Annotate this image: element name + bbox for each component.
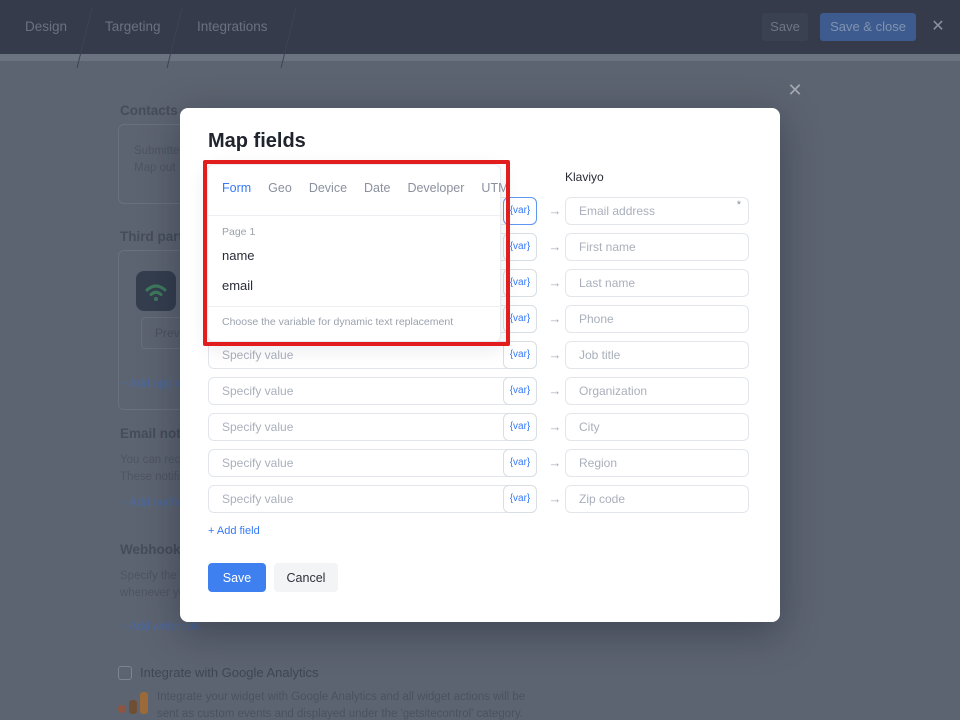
target-value-input[interactable]	[565, 485, 749, 513]
webhooks-line1: Specify the U	[120, 570, 189, 582]
webhooks-heading: Webhooks	[120, 542, 189, 557]
email-notifications-heading: Email notifi	[120, 426, 193, 441]
provider-column-label: Klaviyo	[565, 170, 604, 184]
insert-variable-button[interactable]: {var}	[503, 269, 537, 297]
source-value-input[interactable]	[208, 449, 537, 477]
mapping-row: {var} →	[208, 341, 753, 369]
add-notification-link[interactable]: + Add notific	[120, 497, 183, 509]
tab-integrations[interactable]: Integrations	[197, 19, 268, 34]
dropdown-tab-developer[interactable]: Developer	[407, 181, 465, 195]
target-field	[565, 413, 749, 441]
insert-variable-button[interactable]: {var}	[503, 377, 537, 405]
arrow-right-icon: →	[548, 455, 562, 470]
target-field	[565, 269, 749, 297]
source-value-input[interactable]	[208, 413, 537, 441]
email-notifications-line2: These notifi	[120, 471, 180, 483]
dropdown-tab-geo[interactable]: Geo	[268, 181, 292, 195]
save-button[interactable]: Save	[762, 13, 808, 41]
analytics-bars-icon	[118, 690, 150, 714]
insert-variable-button[interactable]: {var}	[503, 413, 537, 441]
google-analytics-checkbox-label: Integrate with Google Analytics	[140, 665, 319, 680]
contacts-card-line2: Map out	[134, 162, 176, 174]
close-icon[interactable]: ✕	[931, 18, 945, 35]
target-field	[565, 485, 749, 513]
insert-variable-button[interactable]: {var}	[503, 449, 537, 477]
dropdown-divider	[208, 306, 502, 307]
target-field	[565, 377, 749, 405]
target-value-input[interactable]	[565, 197, 749, 225]
variable-dropdown-tabs: Form Geo Device Date Developer UTM	[222, 181, 509, 195]
target-value-input[interactable]	[565, 305, 749, 333]
target-field: *	[565, 197, 749, 225]
google-analytics-checkbox[interactable]	[118, 666, 132, 680]
required-marker: *	[736, 199, 741, 211]
app-tile[interactable]	[136, 271, 176, 311]
dropdown-tab-form[interactable]: Form	[222, 181, 252, 195]
arrow-right-icon: →	[548, 203, 562, 218]
dropdown-group-label: Page 1	[222, 226, 256, 238]
tab-design[interactable]: Design	[25, 19, 68, 34]
insert-variable-button[interactable]: {var}	[503, 305, 537, 333]
target-value-input[interactable]	[565, 341, 749, 369]
target-field	[565, 341, 749, 369]
target-field	[565, 449, 749, 477]
insert-variable-button[interactable]: {var}	[503, 197, 537, 225]
dropdown-option-email[interactable]: email	[222, 278, 254, 293]
modal-cancel-button[interactable]: Cancel	[274, 563, 338, 592]
dropdown-helper-text: Choose the variable for dynamic text rep…	[222, 316, 454, 328]
email-notifications-line1: You can rece	[120, 454, 187, 466]
third-party-heading: Third party	[120, 229, 191, 244]
target-value-input[interactable]	[565, 269, 749, 297]
mapping-row: {var} →	[208, 449, 753, 477]
add-field-link[interactable]: + Add field	[208, 525, 260, 537]
target-field	[565, 233, 749, 261]
mapping-row: {var} →	[208, 485, 753, 513]
top-bar: Design Targeting Integrations Save Save …	[0, 0, 960, 68]
google-analytics-desc-line2: sent as custom events and displayed unde…	[157, 708, 524, 720]
variable-dropdown: Form Geo Device Date Developer UTM Page …	[207, 164, 509, 342]
target-value-input[interactable]	[565, 449, 749, 477]
arrow-right-icon: →	[548, 311, 562, 326]
wifi-icon	[145, 284, 167, 301]
contacts-heading: Contacts	[120, 103, 178, 118]
insert-variable-button[interactable]: {var}	[503, 485, 537, 513]
map-fields-modal: Map fields Klaviyo {var}→*{var}→{var}→{v…	[180, 108, 780, 622]
modal-save-button[interactable]: Save	[208, 563, 266, 592]
target-value-input[interactable]	[565, 413, 749, 441]
target-field	[565, 305, 749, 333]
arrow-right-icon: →	[548, 275, 562, 290]
arrow-right-icon: →	[548, 419, 562, 434]
page-top-strip	[0, 54, 960, 61]
add-application-link[interactable]: + Add applic	[120, 378, 183, 390]
panel-close-icon[interactable]: ✕	[787, 80, 803, 100]
source-value-input[interactable]	[208, 485, 537, 513]
contacts-card-line1: Submitte	[134, 145, 180, 157]
source-value-input[interactable]	[208, 341, 537, 369]
dropdown-tab-utm[interactable]: UTM	[481, 181, 509, 195]
tab-targeting[interactable]: Targeting	[105, 19, 161, 34]
insert-variable-button[interactable]: {var}	[503, 341, 537, 369]
dropdown-option-name[interactable]: name	[222, 248, 255, 263]
arrow-right-icon: →	[548, 491, 562, 506]
dropdown-divider	[208, 215, 502, 216]
arrow-right-icon: →	[548, 239, 562, 254]
mapping-row: {var} →	[208, 413, 753, 441]
dropdown-tab-date[interactable]: Date	[364, 181, 391, 195]
mapping-row: {var} →	[208, 377, 753, 405]
save-and-close-button[interactable]: Save & close	[820, 13, 916, 41]
source-value-input[interactable]	[208, 377, 537, 405]
add-webhook-link[interactable]: + Add webhook	[120, 621, 199, 633]
arrow-right-icon: →	[548, 347, 562, 362]
arrow-right-icon: →	[548, 383, 562, 398]
modal-title: Map fields	[208, 130, 306, 152]
webhooks-line2: whenever yo	[120, 587, 186, 599]
google-analytics-desc-line1: Integrate your widget with Google Analyt…	[157, 691, 526, 703]
target-value-input[interactable]	[565, 377, 749, 405]
target-value-input[interactable]	[565, 233, 749, 261]
dropdown-tab-device[interactable]: Device	[308, 181, 348, 195]
insert-variable-button[interactable]: {var}	[503, 233, 537, 261]
